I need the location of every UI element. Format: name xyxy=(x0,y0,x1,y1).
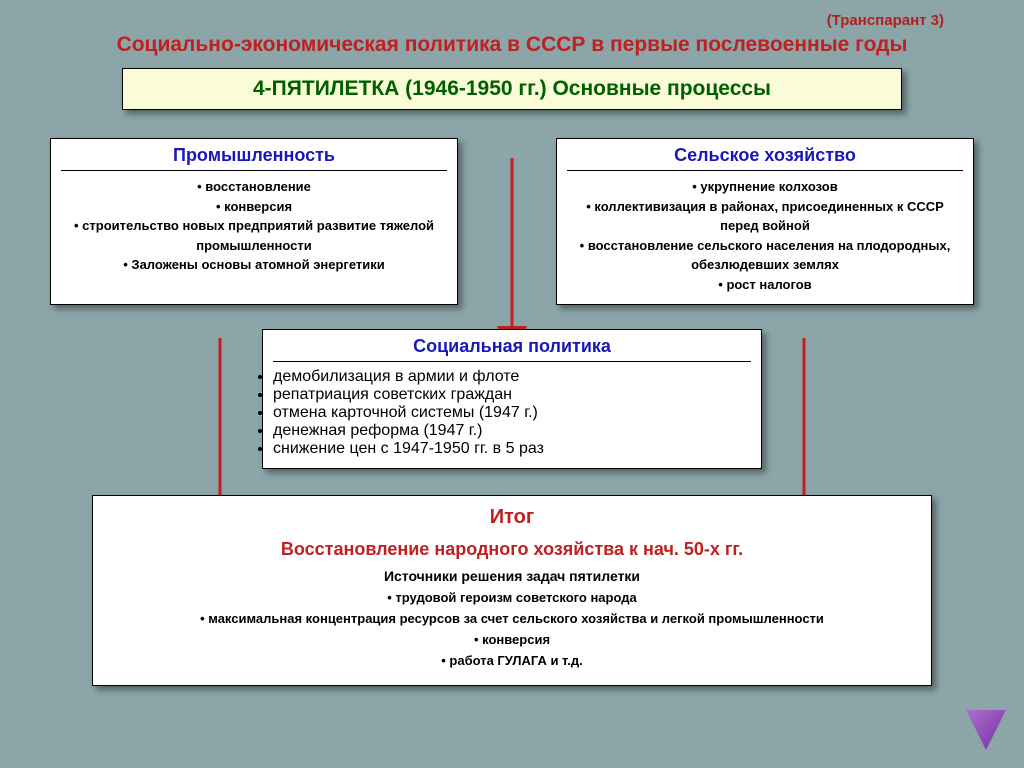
agriculture-list: укрупнение колхозовколлективизация в рай… xyxy=(567,177,963,294)
agriculture-title: Сельское хозяйство xyxy=(567,145,963,171)
industry-title: Промышленность xyxy=(61,145,447,171)
list-item: строительство новых предприятий развитие… xyxy=(61,216,447,255)
list-item: восстановление xyxy=(61,177,447,197)
list-item: коллективизация в районах, присоединенны… xyxy=(567,197,963,236)
itog-list: трудовой героизм советского народамаксим… xyxy=(107,588,917,671)
list-item: трудовой героизм советского народа xyxy=(107,588,917,609)
list-item: демобилизация в армии и флоте xyxy=(273,368,751,386)
list-item: репатриация советских граждан xyxy=(273,386,751,404)
main-box-text: 4-ПЯТИЛЕТКА (1946-1950 гг.) Основные про… xyxy=(253,77,771,100)
list-item: Заложены основы атомной энергетики xyxy=(61,255,447,275)
list-item: снижение цен с 1947-1950 гг. в 5 раз xyxy=(273,440,751,458)
agriculture-box: Сельское хозяйство укрупнение колхозовко… xyxy=(556,138,974,305)
list-item: укрупнение колхозов xyxy=(567,177,963,197)
slide-title: Социально-экономическая политика в СССР … xyxy=(40,31,984,58)
social-box: Социальная политика демобилизация в арми… xyxy=(262,329,762,469)
list-item: конверсия xyxy=(107,630,917,651)
itog-sources-label: Источники решения задач пятилетки xyxy=(107,568,917,584)
industry-list: восстановлениеконверсиястроительство нов… xyxy=(61,177,447,275)
social-title: Социальная политика xyxy=(273,336,751,362)
list-item: максимальная концентрация ресурсов за сч… xyxy=(107,609,917,630)
social-list: демобилизация в армии и флотерепатриация… xyxy=(273,368,751,458)
itog-box: Итог Восстановление народного хозяйства … xyxy=(92,495,932,686)
industry-box: Промышленность восстановлениеконверсияст… xyxy=(50,138,458,305)
itog-subtitle: Восстановление народного хозяйства к нач… xyxy=(107,539,917,560)
list-item: конверсия xyxy=(61,197,447,217)
slide-note: (Транспарант 3) xyxy=(40,12,984,29)
list-item: восстановление сельского населения на пл… xyxy=(567,236,963,275)
list-item: денежная реформа (1947 г.) xyxy=(273,422,751,440)
list-item: рост налогов xyxy=(567,275,963,295)
itog-heading: Итог xyxy=(107,506,917,529)
list-item: работа ГУЛАГА и т.д. xyxy=(107,651,917,672)
main-box: 4-ПЯТИЛЕТКА (1946-1950 гг.) Основные про… xyxy=(122,68,902,110)
list-item: отмена карточной системы (1947 г.) xyxy=(273,404,751,422)
